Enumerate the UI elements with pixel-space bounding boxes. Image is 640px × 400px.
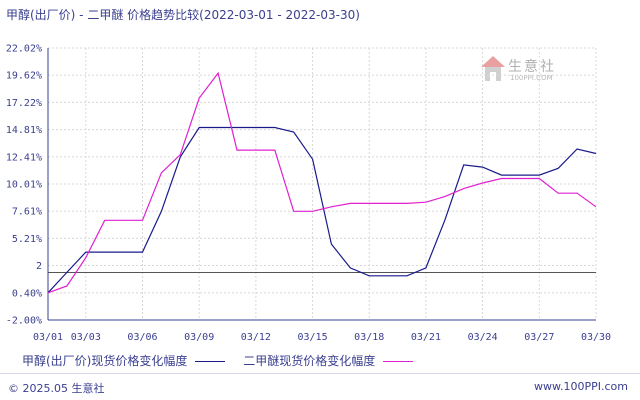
x-tick-label: 03/21 — [411, 332, 441, 343]
x-tick-label: 03/01 — [33, 332, 63, 343]
watermark-text: 生意社 — [508, 59, 556, 75]
y-tick-label: 0.40% — [12, 288, 42, 299]
x-tick-label: 03/30 — [581, 332, 611, 343]
y-axis-ticks: 22.02% 19.62% 17.22% 14.81% 12.41% 10.01% 7.61… — [6, 44, 42, 327]
y-tick-label: -2.00% — [6, 316, 42, 327]
x-tick-label: 03/27 — [524, 332, 554, 343]
x-tick-label: 03/15 — [297, 332, 327, 343]
x-tick-label: 03/18 — [354, 332, 384, 343]
y-tick-label: 12.41% — [6, 152, 42, 163]
legend-item-methanol: 甲醇(出厂价)现货价格变化幅度 — [22, 352, 226, 369]
line-chart: 22.02% 19.62% 17.22% 14.81% 12.41% 10.01% 7.61… — [6, 44, 611, 344]
x-axis-ticks: 03/01 03/03 03/06 03/09 03/12 03/15 03/18 03/21… — [33, 332, 611, 343]
y-tick-label: 10.01% — [6, 180, 42, 191]
house-logo-icon — [481, 56, 505, 81]
chart-title: 甲醇(出厂价) - 二甲醚 价格趋势比较(2022-03-01 - 2022-0… — [6, 8, 360, 22]
watermark-logo: 生意社 100PPI.COM — [478, 52, 578, 92]
site-link[interactable]: www.100PPI.com — [534, 380, 628, 393]
series-line-methanol — [47, 126, 597, 294]
y-tick-label: 17.22% — [6, 98, 42, 109]
y-tick-label: 22.02% — [6, 44, 42, 55]
grid-lines — [47, 47, 597, 321]
y-tick-label: 2 — [36, 261, 42, 272]
series-lines — [47, 71, 597, 294]
legend: 甲醇(出厂价)现货价格变化幅度 二甲醚现货价格变化幅度 — [22, 352, 427, 369]
x-tick-label: 03/09 — [184, 332, 214, 343]
x-tick-label: 03/12 — [241, 332, 271, 343]
x-tick-label: 03/06 — [127, 332, 157, 343]
y-tick-label: 7.61% — [12, 207, 42, 218]
x-tick-label: 03/24 — [468, 332, 498, 343]
legend-swatch-methanol — [195, 361, 226, 362]
legend-label-dme: 二甲醚现货价格变化幅度 — [243, 354, 376, 368]
y-tick-label: 5.21% — [12, 234, 42, 245]
legend-swatch-dme — [383, 361, 414, 362]
x-tick-label: 03/03 — [71, 332, 101, 343]
copyright-text: © 2025.05 生意社 — [8, 382, 105, 395]
footer-divider — [0, 373, 640, 374]
series-line-dme — [47, 71, 597, 294]
legend-item-dme: 二甲醚现货价格变化幅度 — [243, 352, 414, 369]
legend-label-methanol: 甲醇(出厂价)现货价格变化幅度 — [22, 354, 188, 368]
y-tick-label: 19.62% — [6, 71, 42, 82]
y-tick-label: 14.81% — [6, 125, 42, 136]
axes — [47, 48, 596, 321]
watermark-subtext: 100PPI.COM — [510, 74, 553, 82]
